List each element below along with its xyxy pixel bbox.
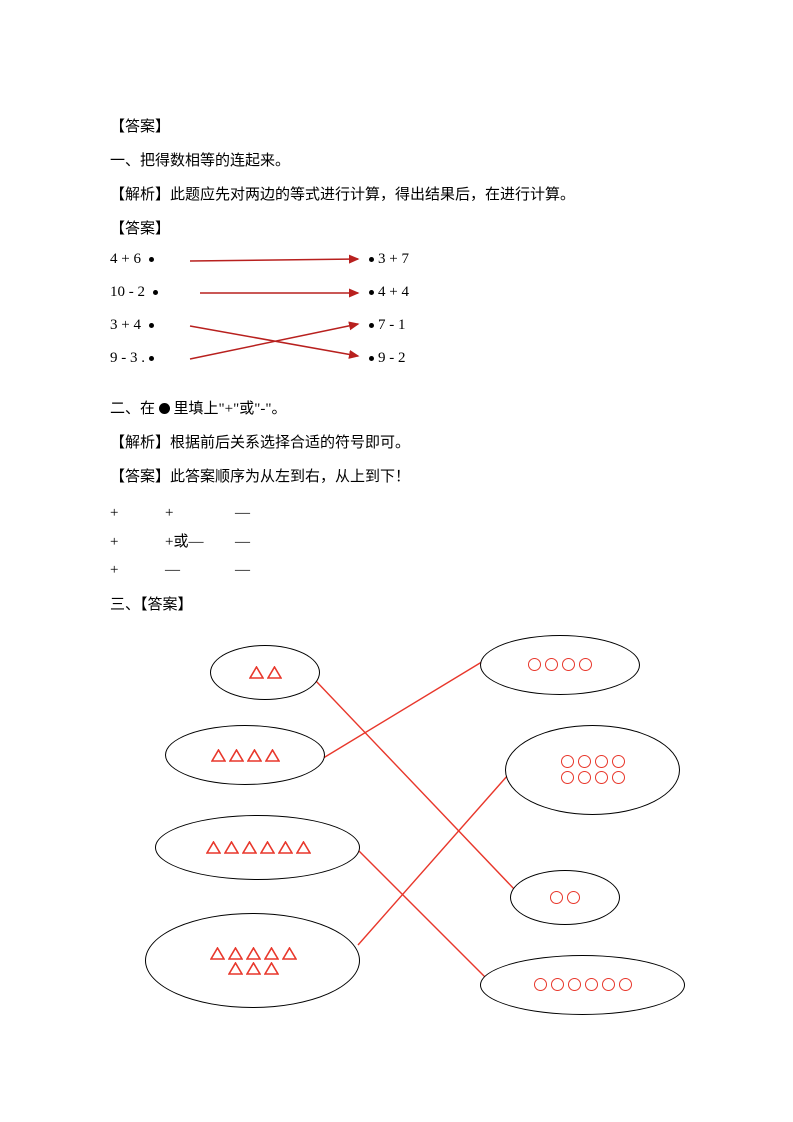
circle-icon <box>595 771 608 784</box>
section1-answer-label: 【答案】 <box>110 217 690 241</box>
matching-diagram <box>110 635 690 1075</box>
circle-icon <box>561 755 574 768</box>
triangle-icon <box>249 666 263 678</box>
triangle-icon <box>264 962 278 974</box>
shape-row <box>206 841 310 853</box>
section3-title: 三、【答案】 <box>110 593 690 617</box>
section1-analysis: 【解析】此题应先对两边的等式进行计算，得出结果后，在进行计算。 <box>110 183 690 207</box>
circle-icon <box>528 658 541 671</box>
triangle-bubble <box>145 913 360 1008</box>
shape-row <box>550 891 580 904</box>
page-content: 【答案】 一、把得数相等的连起来。 【解析】此题应先对两边的等式进行计算，得出结… <box>110 115 690 1075</box>
circle-bubble <box>505 725 680 815</box>
circle-icon <box>619 978 632 991</box>
shape-row <box>561 771 625 784</box>
shape-row <box>249 666 281 678</box>
triangle-icon <box>278 841 292 853</box>
answer-row-2: +—— <box>110 556 690 585</box>
triangle-icon <box>267 666 281 678</box>
triangle-bubble <box>165 725 325 785</box>
circle-icon <box>612 771 625 784</box>
answer-grid: ++— ++或—— +—— <box>110 499 690 585</box>
circle-bubble <box>480 635 640 695</box>
answer-row-1: ++或—— <box>110 528 690 557</box>
triangle-icon <box>211 749 225 761</box>
section1-title: 一、把得数相等的连起来。 <box>110 149 690 173</box>
triangle-bubble <box>210 645 320 700</box>
shape-row <box>211 749 279 761</box>
triangle-icon <box>260 841 274 853</box>
triangle-icon <box>242 841 256 853</box>
circle-icon <box>562 658 575 671</box>
triangle-bubble <box>155 815 360 880</box>
triangle-icon <box>282 947 296 959</box>
circle-icon <box>612 755 625 768</box>
circle-icon <box>561 771 574 784</box>
circle-icon <box>568 978 581 991</box>
answer-heading-0: 【答案】 <box>110 115 690 139</box>
circle-bubble <box>480 955 685 1015</box>
answer-row-0: ++— <box>110 499 690 528</box>
section2-title-pre: 二、在 <box>110 401 159 417</box>
triangle-icon <box>246 962 260 974</box>
section2-title: 二、在 里填上"+"或"-"。 <box>110 397 690 421</box>
circle-icon <box>595 755 608 768</box>
circle-icon <box>551 978 564 991</box>
triangle-icon <box>229 749 243 761</box>
circle-icon <box>534 978 547 991</box>
arrows-svg <box>110 251 430 391</box>
shape-row <box>228 962 278 974</box>
triangle-icon <box>265 749 279 761</box>
shape-row <box>210 947 296 959</box>
circle-icon <box>602 978 615 991</box>
circle-icon <box>545 658 558 671</box>
triangle-icon <box>246 947 260 959</box>
circle-icon <box>578 771 591 784</box>
circle-icon <box>585 978 598 991</box>
section2-analysis: 【解析】根据前后关系选择合适的符号即可。 <box>110 431 690 455</box>
section2-title-post: 里填上"+"或"-"。 <box>170 401 287 417</box>
triangle-icon <box>210 947 224 959</box>
circle-bubble <box>510 870 620 925</box>
shape-row <box>534 978 632 991</box>
shape-row <box>528 658 592 671</box>
circle-icon <box>579 658 592 671</box>
triangle-icon <box>296 841 310 853</box>
triangle-icon <box>247 749 261 761</box>
triangle-icon <box>206 841 220 853</box>
shape-row <box>561 755 625 768</box>
triangle-icon <box>264 947 278 959</box>
triangle-icon <box>228 962 242 974</box>
filled-circle-icon <box>159 403 170 414</box>
equation-matching-block: 4 + 6 10 - 2 3 + 4 9 - 3 . 3 + 7 4 + 4 7… <box>110 251 690 391</box>
section2-answer-label: 【答案】此答案顺序为从左到右，从上到下！ <box>110 465 690 489</box>
circle-icon <box>578 755 591 768</box>
triangle-icon <box>224 841 238 853</box>
triangle-icon <box>228 947 242 959</box>
circle-icon <box>550 891 563 904</box>
circle-icon <box>567 891 580 904</box>
